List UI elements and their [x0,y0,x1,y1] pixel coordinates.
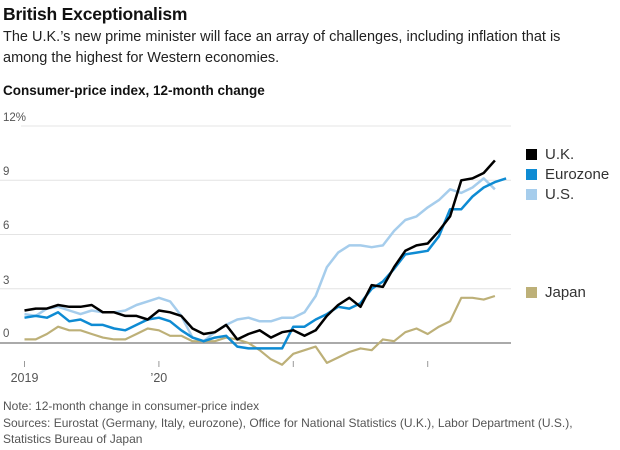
chart-subtitle: The U.K.’s new prime minister will face … [3,29,561,66]
y-tick-label-0: 0 [3,328,10,340]
line-chart: 12% 9 6 3 0 2019 ’20 U.K. Eurozone U.S. [0,108,620,398]
legend-item-japan: Japan [526,282,586,302]
legend-japan: Japan [526,282,586,302]
legend-label-us: U.S. [545,185,575,203]
legend-swatch-us [526,188,537,200]
chart-note: Note: 12-month change in consumer-price … [3,399,260,413]
y-tick-label-6: 6 [3,220,10,232]
legend-label-eurozone: Eurozone [545,165,610,183]
x-tick-label-20: ’20 [150,371,168,385]
legend-label-uk: U.K. [545,145,575,163]
legend: U.K. Eurozone U.S. [526,144,609,204]
legend-swatch-eurozone [526,168,537,180]
y-tick-label-3: 3 [3,275,10,287]
legend-swatch-japan [526,286,537,298]
page-title: British Exceptionalism [3,4,188,24]
y-tick-label-12: 12% [3,112,27,124]
chart-heading: Consumer-price index, 12-month change [3,83,265,98]
legend-swatch-uk [526,148,537,160]
chart-sources: Sources: Eurostat (Germany, Italy, euroz… [3,415,573,447]
chart-footer: Note: 12-month change in consumer-price … [3,398,619,448]
chart-canvas [0,125,511,367]
legend-item-uk: U.K. [526,144,609,164]
legend-item-us: U.S. [526,184,609,204]
x-tick-label-2019: 2019 [10,371,39,385]
legend-label-japan: Japan [545,283,586,301]
legend-item-eurozone: Eurozone [526,164,609,184]
y-tick-label-9: 9 [3,166,10,178]
